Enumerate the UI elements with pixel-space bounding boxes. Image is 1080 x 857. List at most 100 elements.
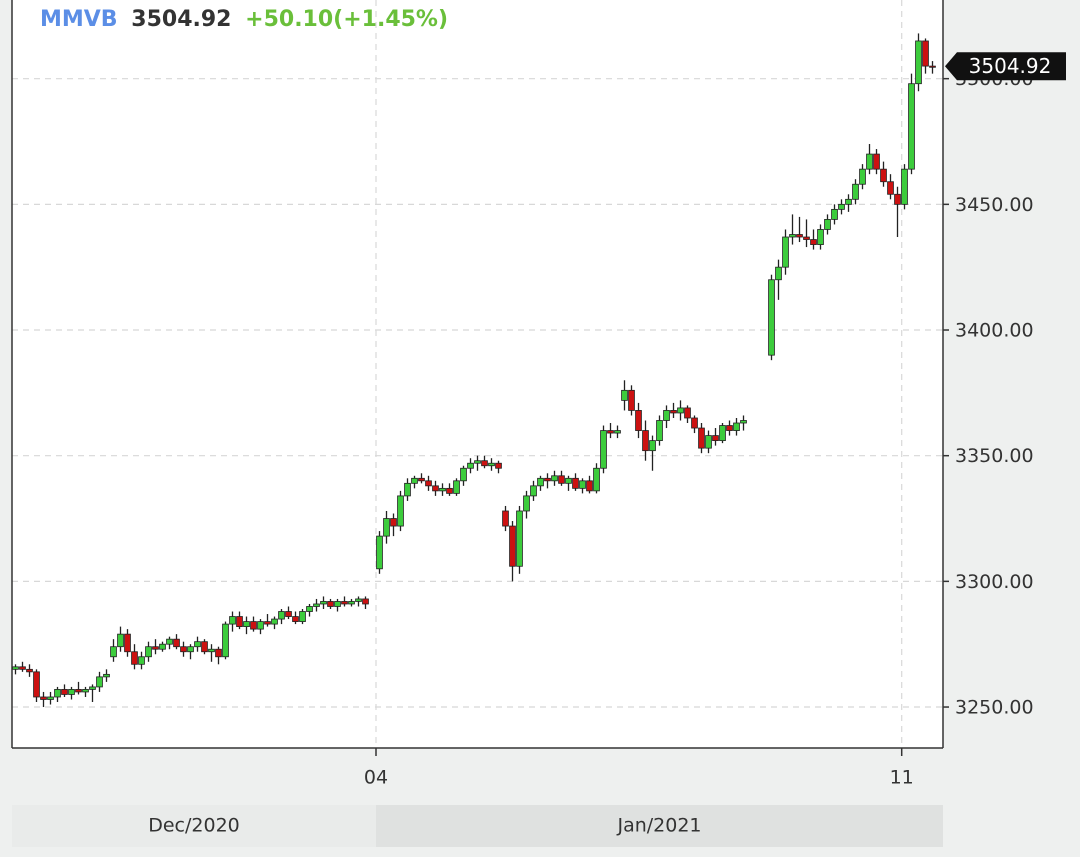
- candle-body: [488, 462, 495, 467]
- candle-body: [453, 480, 460, 494]
- candle-body: [467, 462, 474, 469]
- candle-body: [229, 616, 236, 625]
- y-tick-label: 3350.00: [955, 445, 1034, 467]
- candle-body: [915, 40, 922, 85]
- candle-body: [866, 153, 873, 170]
- candle-body: [719, 425, 726, 442]
- candle-body: [194, 641, 201, 648]
- candle-body: [236, 616, 243, 628]
- candle-body: [40, 696, 47, 700]
- candle-body: [187, 646, 194, 653]
- candle-body: [159, 643, 166, 650]
- candle-body: [75, 689, 82, 693]
- candle-body: [306, 606, 313, 612]
- candle-body: [61, 689, 68, 695]
- symbol: MMVB: [40, 7, 118, 32]
- candle-body: [845, 198, 852, 205]
- candle-body: [901, 168, 908, 205]
- candle-body: [96, 676, 103, 688]
- candle-body: [663, 410, 670, 421]
- candle-body: [54, 689, 61, 698]
- change: +50.10(+1.45%): [245, 7, 448, 32]
- candle-body: [411, 477, 418, 484]
- month-label: Jan/2021: [616, 815, 701, 837]
- candle-body: [852, 183, 859, 200]
- candle-body: [341, 601, 348, 605]
- grid: [12, 0, 943, 748]
- candle-body: [775, 266, 782, 281]
- candle-body: [180, 646, 187, 653]
- candle-body: [313, 603, 320, 607]
- candle-body: [12, 666, 19, 670]
- candle-body: [47, 696, 54, 700]
- candle-body: [558, 475, 565, 484]
- candle-body: [908, 83, 915, 170]
- candle-body: [572, 477, 579, 489]
- candle-body: [887, 181, 894, 195]
- price-marker-shape: [945, 52, 1066, 81]
- candle-body: [733, 422, 740, 431]
- candle-body: [292, 616, 299, 622]
- month-band: Dec/2020 Jan/2021: [12, 805, 943, 847]
- candle-body: [677, 407, 684, 414]
- candle-body: [264, 621, 271, 625]
- candle-body: [446, 487, 453, 494]
- month-span: [376, 805, 943, 847]
- candle-body: [544, 477, 551, 482]
- candle-body: [208, 648, 215, 653]
- candle-body: [117, 633, 124, 648]
- candle-body: [285, 611, 292, 617]
- candle-body: [579, 480, 586, 489]
- header: MMVB 3504.92 +50.10(+1.45%): [40, 7, 448, 32]
- candle-body: [824, 219, 831, 230]
- y-tick-label: 3400.00: [955, 320, 1034, 342]
- candle-body: [803, 236, 810, 240]
- candle-body: [257, 621, 264, 630]
- candle-body: [516, 510, 523, 567]
- candle-body: [19, 666, 26, 670]
- last-price: 3504.92: [131, 7, 231, 32]
- candle-body: [614, 430, 621, 434]
- candle-body: [271, 618, 278, 625]
- candle-body: [502, 510, 509, 527]
- candle-body: [243, 621, 250, 628]
- candle-body: [320, 601, 327, 605]
- candle-body: [173, 638, 180, 648]
- candle-body: [691, 417, 698, 429]
- candle-body: [698, 427, 705, 449]
- candle-body: [600, 430, 607, 469]
- candle-body: [712, 435, 719, 442]
- candle-body: [250, 621, 257, 630]
- plot-area: [12, 0, 943, 748]
- candle-body: [299, 611, 306, 622]
- x-tick-label: 04: [364, 767, 388, 789]
- price-marker: 3504.92: [945, 52, 1066, 81]
- candle-body: [810, 239, 817, 245]
- candle-body: [740, 420, 747, 424]
- candle-body: [635, 410, 642, 431]
- candle-body: [628, 389, 635, 411]
- candle-body: [670, 410, 677, 414]
- candle-body: [390, 518, 397, 527]
- candle-body: [922, 40, 929, 67]
- candle-body: [782, 236, 789, 268]
- candle-body: [817, 229, 824, 245]
- candle-body: [621, 389, 628, 401]
- candle-body: [432, 485, 439, 492]
- candle-body: [124, 633, 131, 653]
- candle-body: [215, 648, 222, 658]
- candle-body: [838, 203, 845, 210]
- candle-body: [929, 65, 936, 68]
- candle-body: [768, 279, 775, 356]
- candle-body: [789, 234, 796, 238]
- candle-body: [222, 623, 229, 658]
- candle-body: [873, 153, 880, 170]
- candle-body: [607, 430, 614, 434]
- candle-body: [33, 671, 40, 698]
- candle-body: [460, 467, 467, 482]
- candle-body: [880, 168, 887, 183]
- month-label: Dec/2020: [148, 815, 240, 837]
- candle-body: [362, 598, 369, 605]
- candle-body: [831, 208, 838, 220]
